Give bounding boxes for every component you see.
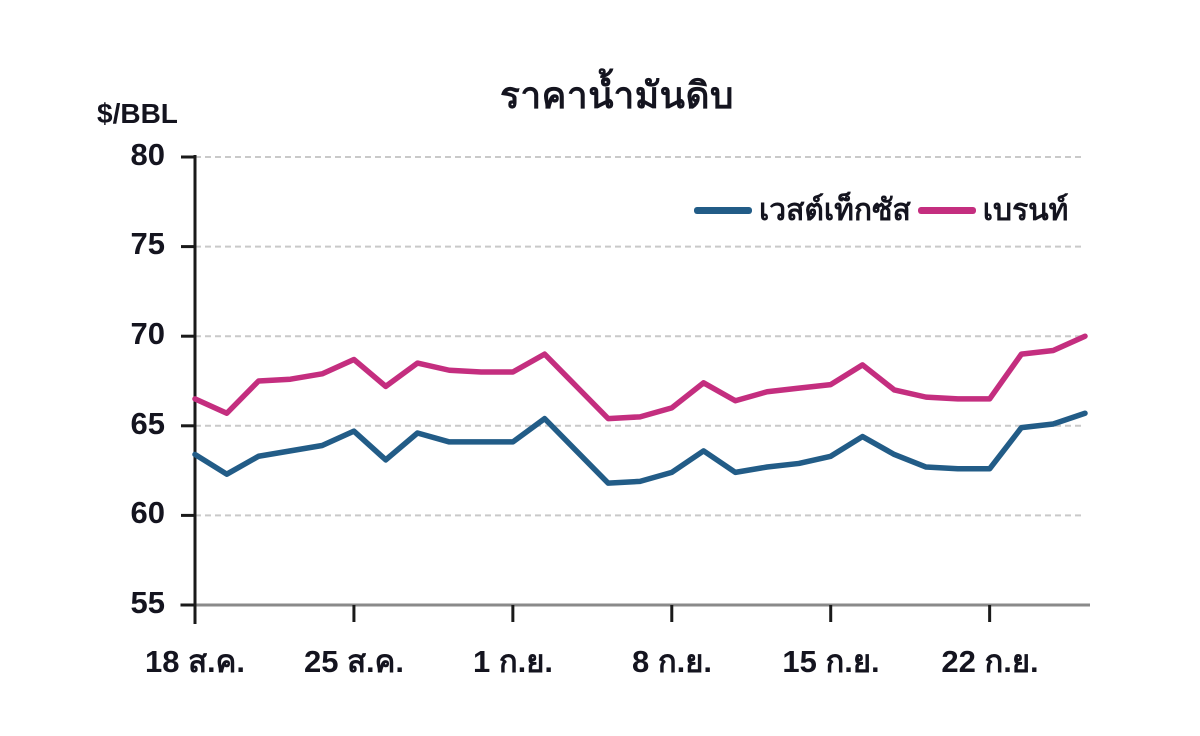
x-tick-label: 15 ก.ย.: [782, 644, 880, 679]
y-axis-unit-label: $/BBL: [97, 98, 178, 129]
y-tick-label: 70: [130, 316, 165, 351]
west-texas-line-swatch-icon: [694, 206, 752, 214]
x-tick-label: 22 ก.ย.: [941, 644, 1039, 679]
legend-item-west-texas: เวสต์เท็กซัส: [694, 187, 911, 234]
y-tick-label: 80: [130, 137, 165, 172]
brent-line-swatch-icon: [917, 206, 976, 214]
y-tick-label: 75: [130, 226, 165, 261]
y-tick-label: 55: [130, 585, 165, 620]
legend-label-west-texas: เวสต์เท็กซัส: [759, 193, 911, 227]
y-tick-label: 65: [130, 406, 165, 441]
x-tick-label: 25 ส.ค.: [304, 644, 404, 679]
x-tick-label: 18 ส.ค.: [145, 644, 245, 679]
legend: เวสต์เท็กซัส เบรนท์: [694, 188, 1068, 232]
legend-item-brent: เบรนท์: [917, 187, 1069, 234]
x-tick-label: 8 ก.ย.: [631, 644, 712, 679]
chart-title: ราคาน้ำมันดิบ: [500, 75, 734, 116]
legend-label-brent: เบรนท์: [982, 193, 1069, 227]
x-tick-label: 1 ก.ย.: [472, 644, 553, 679]
y-tick-label: 60: [130, 495, 165, 530]
